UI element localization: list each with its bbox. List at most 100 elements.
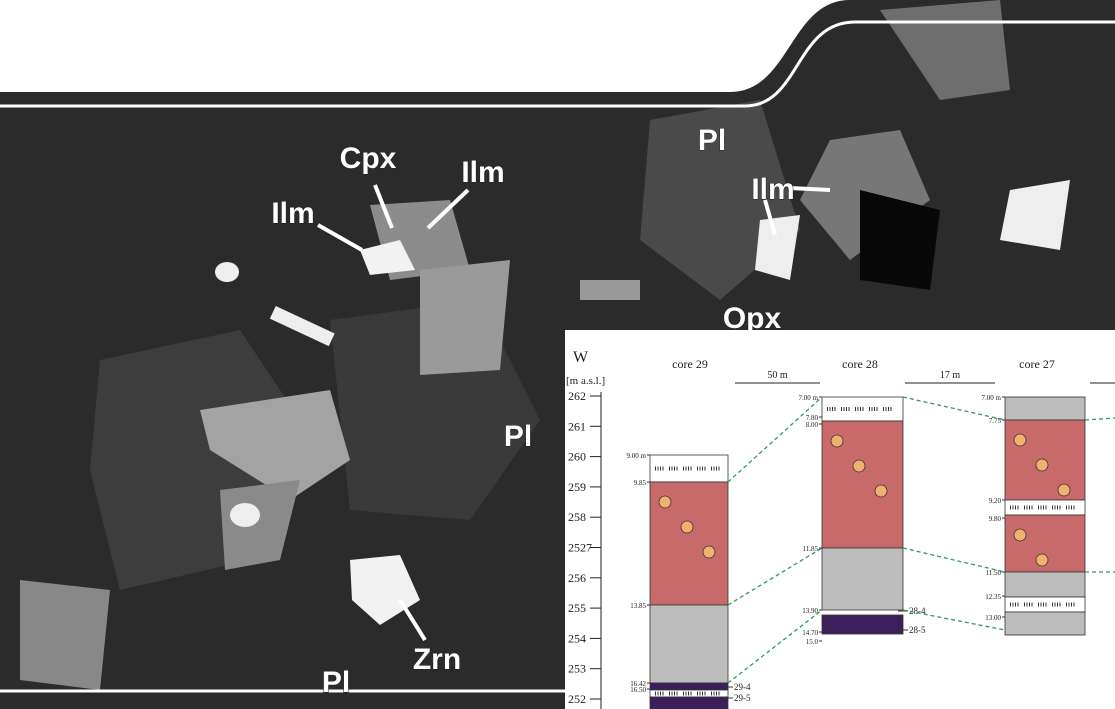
mineral-label: Ilm	[461, 156, 504, 189]
mineral-label: Opx	[723, 302, 782, 335]
core-layer	[649, 696, 729, 709]
frame-line	[0, 20, 1115, 108]
depth-label: 15.0	[806, 638, 819, 646]
correlation-line	[902, 547, 1006, 573]
mineral-label: Ilm	[271, 197, 314, 230]
concretion	[830, 434, 844, 448]
core-layer	[821, 614, 904, 635]
mineral-label: Zrn	[413, 643, 461, 676]
core-layer	[1004, 499, 1086, 516]
concretion	[852, 459, 866, 473]
crystal	[269, 305, 335, 347]
mineral-labels: Cpx Ilm Ilm Ilm Pl Pl Pl Opx Zrn	[271, 124, 795, 700]
crystal	[880, 0, 1010, 100]
elevation-tick-label: 259	[568, 480, 586, 494]
crystal	[420, 260, 510, 375]
elevation-tick-label: 260	[568, 450, 586, 464]
correlation-line	[902, 396, 1006, 421]
crystal	[200, 390, 350, 500]
concretion	[1057, 483, 1071, 497]
core-layer	[1004, 396, 1086, 421]
core-layer	[1004, 571, 1086, 598]
crystal	[580, 280, 640, 300]
arrow	[317, 223, 363, 252]
elevation-tick-label: 255	[568, 601, 586, 615]
unit: [m a.s.l.]	[566, 375, 605, 387]
depth-label: 16.42	[630, 680, 646, 688]
concretion	[1035, 553, 1049, 567]
depth-label: 13.85	[630, 602, 646, 610]
crystal	[220, 480, 300, 570]
concretion	[874, 484, 888, 498]
elevation-tick-label: 252	[568, 692, 586, 706]
distance-label: 17 m	[940, 370, 961, 381]
crystal	[860, 190, 940, 290]
depth-label: 13.90	[802, 607, 818, 615]
concretion	[1013, 433, 1027, 447]
depth-label: 7.00 m	[982, 394, 1002, 402]
arrow	[789, 186, 831, 192]
crystal	[230, 503, 260, 527]
arrow	[373, 184, 394, 229]
depth-label: 9.85	[634, 479, 647, 487]
concretion	[1035, 458, 1049, 472]
crystal	[20, 580, 110, 690]
concretion	[1013, 528, 1027, 542]
mineral-label: Cpx	[340, 142, 397, 175]
concretion	[702, 545, 716, 559]
arrow	[763, 199, 777, 236]
core-name: core 28	[842, 357, 878, 371]
crystals	[20, 0, 1070, 690]
depth-label: 11.50	[986, 569, 1002, 577]
correlation-line	[727, 396, 823, 483]
arrow	[426, 188, 470, 230]
mineral-label: Pl	[504, 420, 532, 453]
depth-label: 8.00	[806, 421, 819, 429]
core-name: core 27	[1019, 357, 1055, 371]
crystal	[360, 240, 415, 275]
correlation-line	[727, 609, 823, 684]
core-layer	[821, 547, 904, 611]
concretion	[658, 495, 672, 509]
depth-label: 9.00 m	[627, 452, 647, 460]
concretion	[680, 520, 694, 534]
core-layer	[649, 682, 729, 691]
elevation-tick-label: 253	[568, 662, 586, 676]
depth-label: 9.80	[989, 515, 1002, 523]
elevation-tick-label: 258	[568, 510, 586, 524]
arrow	[398, 598, 427, 642]
depth-label: 14.70	[802, 629, 818, 637]
core-name: core 29	[672, 357, 708, 371]
depth-label: 7.00 m	[799, 394, 819, 402]
distance-label: 50 m	[767, 370, 788, 381]
core-layer	[1004, 611, 1086, 636]
correlation-line	[727, 547, 823, 606]
correlation-line	[1084, 417, 1115, 421]
depth-label: 16.50	[630, 686, 646, 694]
crystal	[1000, 180, 1070, 250]
direction: W	[573, 349, 589, 366]
correlation-line	[902, 609, 1006, 631]
depth-label: 12.35	[985, 593, 1001, 601]
elevation-tick-label: 254	[568, 631, 586, 645]
sample-label: 29-5	[734, 693, 751, 703]
mineral-label: Ilm	[751, 173, 794, 206]
crystal	[215, 262, 239, 282]
elevation-tick-label: 256	[568, 571, 586, 585]
elevation-tick-label: 261	[568, 419, 586, 433]
arrows	[317, 184, 831, 642]
elevation-tick-label: 2527	[568, 541, 592, 555]
crystal	[755, 215, 800, 280]
core-diagram: W [m a.s.l.] 262 261 260 259 258 2527 256 255 254 2…	[566, 349, 1115, 709]
mineral-label: Pl	[698, 124, 726, 157]
depth-label: 9.20	[989, 497, 1002, 505]
sample-label: 29-4	[734, 682, 751, 692]
mineral-label: Pl	[322, 666, 350, 699]
depth-label: 11.85	[803, 545, 819, 553]
core-layer	[1004, 596, 1086, 613]
depth-label: 7.75	[989, 417, 1002, 425]
elevation-tick-label: 262	[568, 389, 586, 403]
depth-label: 7.80	[806, 414, 819, 422]
core-layer	[649, 604, 729, 684]
